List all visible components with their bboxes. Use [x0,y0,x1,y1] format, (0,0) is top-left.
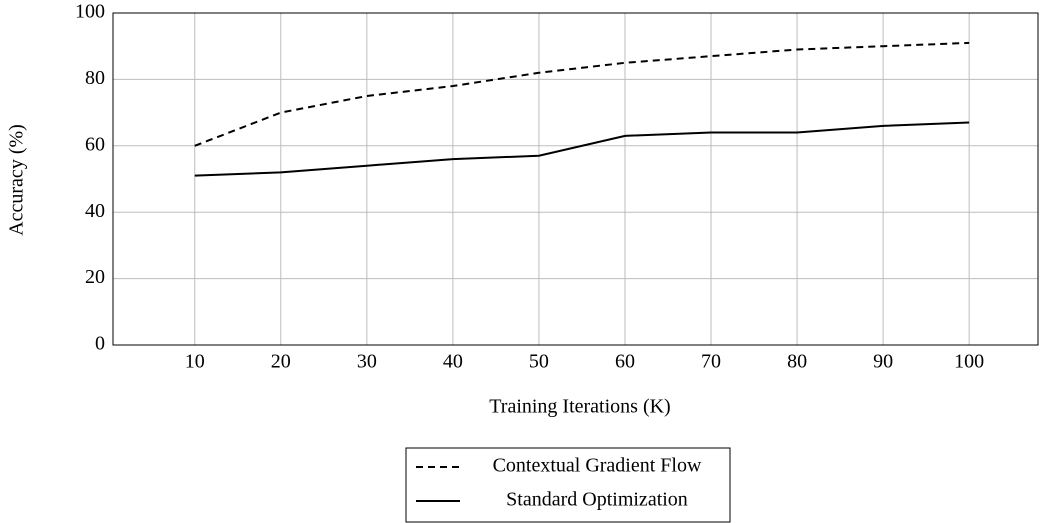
x-tick-label: 70 [701,351,721,373]
legend: Contextual Gradient Flow Standard Optimiz… [405,447,731,523]
legend-label: Standard Optimization [506,489,688,511]
y-tick-label: 40 [85,200,105,222]
x-tick-label: 60 [615,351,635,373]
legend-box [405,447,731,523]
x-tick-label: 30 [357,351,377,373]
line-series [194,121,970,177]
x-tick-label: 50 [529,351,549,373]
x-axis-label: Training Iterations (K) [489,396,670,418]
y-tick-label: 0 [95,333,105,355]
plot-frame [112,12,1039,346]
y-tick-label: 100 [75,1,105,23]
y-tick-label: 80 [85,67,105,89]
x-tick-label: 20 [271,351,291,373]
x-tick-label: 40 [443,351,463,373]
x-tick-label: 100 [954,351,984,373]
y-tick-label: 20 [85,266,105,288]
y-tick-label: 60 [85,133,105,155]
y-axis-label: Accuracy (%) [6,124,28,236]
x-tick-label: 90 [873,351,893,373]
legend-label: Contextual Gradient Flow [493,455,702,477]
line-series [194,41,970,147]
x-tick-label: 10 [185,351,205,373]
x-tick-label: 80 [787,351,807,373]
